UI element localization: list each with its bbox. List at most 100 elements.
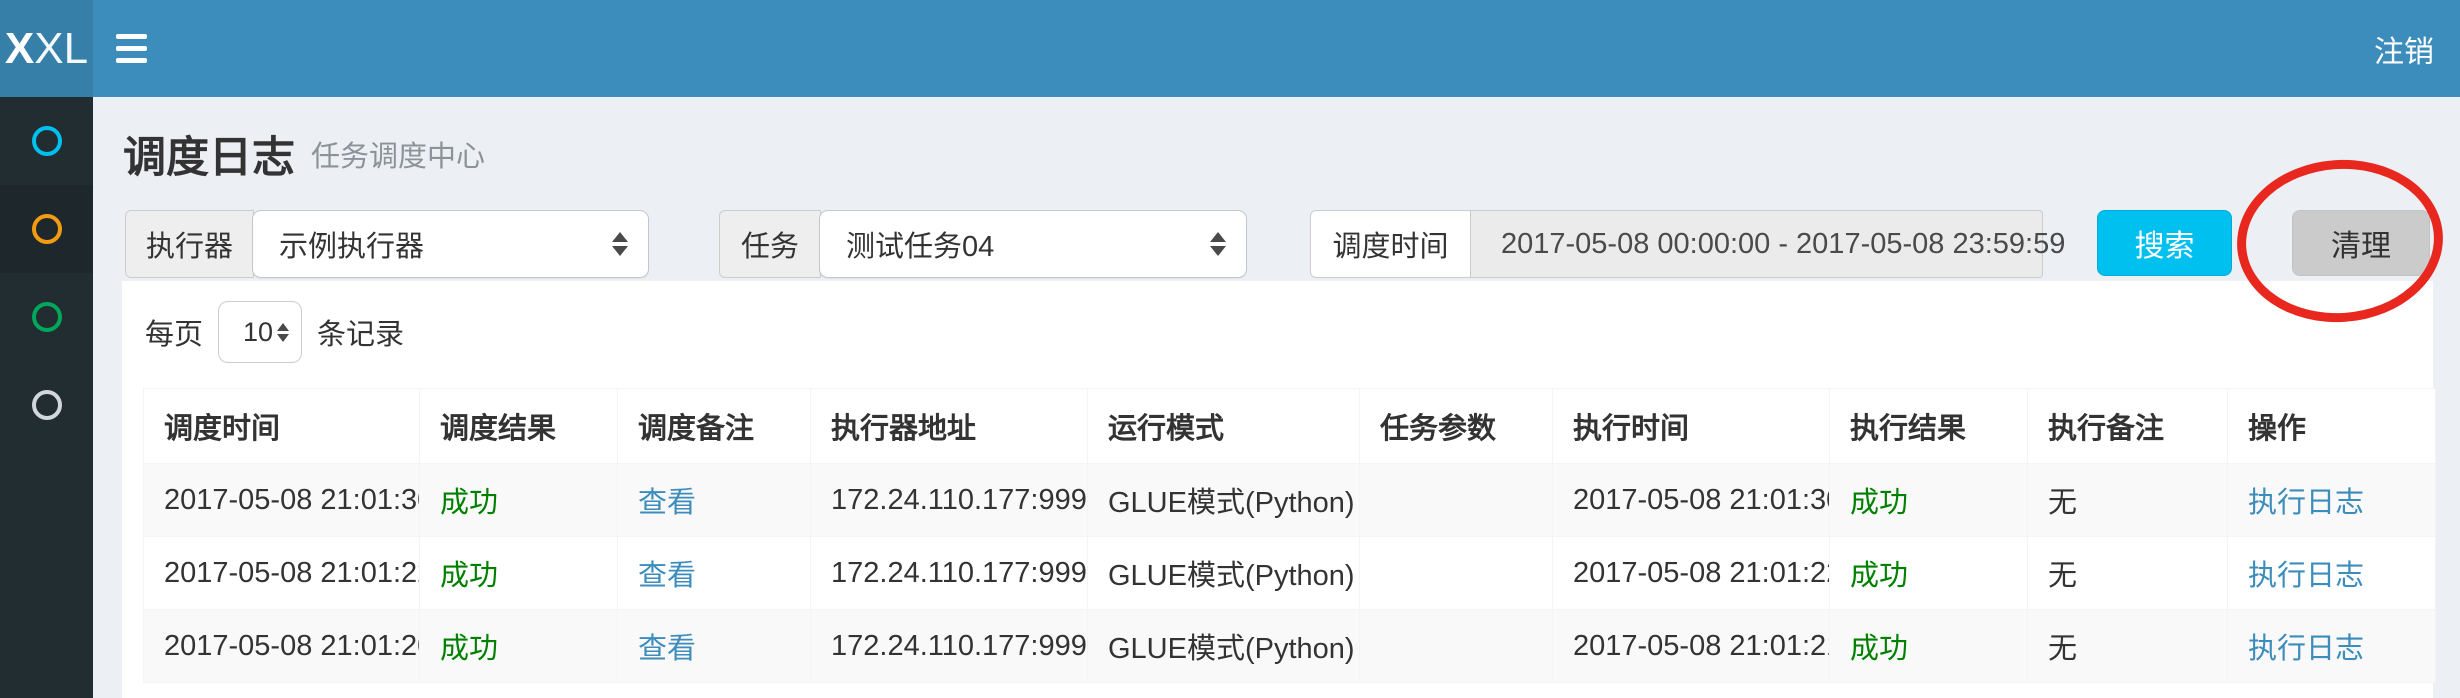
sidebar-toggle-button[interactable] bbox=[116, 0, 182, 97]
cell-action: 执行日志 bbox=[2227, 463, 2436, 537]
page-size-row: 每页 10 条记录 bbox=[145, 301, 404, 363]
cell-handle_time: 2017-05-08 21:01:22 bbox=[1552, 536, 1830, 610]
column-header-address: 执行器地址 bbox=[810, 388, 1088, 464]
cell-job_param bbox=[1359, 463, 1553, 537]
cell-handle_result: 成功 bbox=[1829, 609, 2028, 683]
cell-handle_msg: 无 bbox=[2027, 536, 2228, 610]
cell-address: 172.24.110.177:9999 bbox=[810, 536, 1088, 610]
circle-o-icon bbox=[31, 214, 62, 244]
trigger_msg-link[interactable]: 查看 bbox=[638, 560, 697, 592]
action-link[interactable]: 执行日志 bbox=[2248, 560, 2365, 592]
cell-trigger_result: 成功 bbox=[419, 536, 618, 610]
column-header-handle_result: 执行结果 bbox=[1829, 388, 2028, 464]
cell-trigger_result: 成功 bbox=[440, 560, 499, 592]
column-header-trigger_msg: 调度备注 bbox=[617, 388, 811, 464]
column-header-glue_type: 运行模式 bbox=[1087, 388, 1360, 464]
job-select-value: 测试任务04 bbox=[846, 231, 995, 263]
cell-trigger_result: 成功 bbox=[440, 633, 499, 665]
page-header: 调度日志 任务调度中心 bbox=[123, 111, 485, 197]
log-table: 调度时间 调度结果 调度备注 执行器地址 运行模式 任务参数 执行时间 执行结果 执行备注 操作 … bbox=[143, 388, 2436, 683]
cell-trigger_time: 2017-05-08 21:01:30 bbox=[143, 463, 420, 537]
page-size-prefix: 每页 bbox=[145, 319, 204, 351]
hamburger-icon bbox=[116, 34, 182, 63]
cell-handle_result: 成功 bbox=[1850, 560, 1909, 592]
cell-trigger_result: 成功 bbox=[419, 609, 618, 683]
table-row: 2017-05-08 21:01:20 成功 查看 172.24.110.177:99… bbox=[143, 609, 2436, 683]
cell-handle_result: 成功 bbox=[1829, 536, 2028, 610]
cell-address: 172.24.110.177:9999 bbox=[810, 463, 1088, 537]
executor-label: 执行器 bbox=[125, 210, 254, 278]
page-size-suffix: 条记录 bbox=[317, 319, 405, 351]
sidebar-nav bbox=[0, 97, 93, 698]
sidebar-menu-item-4[interactable] bbox=[0, 361, 93, 449]
cell-job_param bbox=[1359, 536, 1553, 610]
top-navbar: X XL 注销 bbox=[0, 0, 2460, 97]
cell-handle_result: 成功 bbox=[1850, 487, 1909, 519]
column-header-trigger_time: 调度时间 bbox=[143, 388, 420, 464]
executor-filter-group: 执行器 示例执行器 bbox=[125, 210, 649, 278]
cell-glue_type: GLUE模式(Python) bbox=[1087, 536, 1360, 610]
circle-o-icon bbox=[31, 390, 62, 420]
cell-handle_result: 成功 bbox=[1829, 463, 2028, 537]
page-subtitle: 任务调度中心 bbox=[311, 141, 486, 173]
select-arrows-icon bbox=[277, 322, 290, 342]
logo-rest: XL bbox=[34, 23, 89, 73]
table-body: 2017-05-08 21:01:30 成功 查看 172.24.110.177:99… bbox=[143, 463, 2436, 683]
column-header-job_param: 任务参数 bbox=[1359, 388, 1553, 464]
trigger-time-range-input[interactable]: 2017-05-08 00:00:00 - 2017-05-08 23:59:5… bbox=[1471, 210, 2065, 278]
cell-trigger_msg: 查看 bbox=[617, 463, 811, 537]
cell-handle_msg: 无 bbox=[2027, 463, 2228, 537]
cell-glue_type: GLUE模式(Python) bbox=[1087, 609, 1360, 683]
page-size-select[interactable]: 10 bbox=[218, 301, 303, 363]
select-arrows-icon bbox=[612, 232, 628, 256]
cell-trigger_msg: 查看 bbox=[617, 609, 811, 683]
cell-action: 执行日志 bbox=[2227, 536, 2436, 610]
job-filter-group: 任务 测试任务04 bbox=[719, 210, 1247, 278]
time-label: 调度时间 bbox=[1310, 210, 1471, 278]
cell-trigger_time: 2017-05-08 21:01:20 bbox=[143, 609, 420, 683]
cell-trigger_msg: 查看 bbox=[617, 536, 811, 610]
action-link[interactable]: 执行日志 bbox=[2248, 633, 2365, 665]
column-header-handle_time: 执行时间 bbox=[1552, 388, 1830, 464]
table-header-row: 调度时间 调度结果 调度备注 执行器地址 运行模式 任务参数 执行时间 执行结果 执行备注 操作 bbox=[143, 388, 2436, 464]
time-filter-group: 调度时间 2017-05-08 00:00:00 - 2017-05-08 23… bbox=[1310, 210, 2065, 278]
cell-action: 执行日志 bbox=[2227, 609, 2436, 683]
executor-select-value: 示例执行器 bbox=[279, 231, 425, 263]
column-header-action: 操作 bbox=[2227, 388, 2436, 464]
sidebar-menu-item-3[interactable] bbox=[0, 273, 93, 361]
column-header-handle_msg: 执行备注 bbox=[2027, 388, 2228, 464]
content-area: 调度日志 任务调度中心 执行器 示例执行器 任务 测试任务04 调度时间 201… bbox=[93, 97, 2460, 698]
column-header-trigger_result: 调度结果 bbox=[419, 388, 618, 464]
table-row: 2017-05-08 21:01:22 成功 查看 172.24.110.177:99… bbox=[143, 536, 2436, 610]
logout-link[interactable]: 注销 bbox=[2374, 35, 2434, 69]
clear-button[interactable]: 清理 bbox=[2292, 210, 2430, 276]
cell-handle_time: 2017-05-08 21:01:21 bbox=[1552, 609, 1830, 683]
log-panel: 每页 10 条记录 调度时间 调度结果 调度备注 执行器地址 运行模式 任务参数 执行时间执… bbox=[122, 281, 2436, 698]
logo-bold: X bbox=[4, 23, 35, 73]
search-button[interactable]: 搜索 bbox=[2097, 210, 2232, 276]
page-title: 调度日志 bbox=[123, 134, 295, 182]
cell-address: 172.24.110.177:9999 bbox=[810, 609, 1088, 683]
select-arrows-icon bbox=[1210, 232, 1226, 256]
page-size-value: 10 bbox=[243, 316, 274, 347]
job-label: 任务 bbox=[719, 210, 821, 278]
cell-trigger_result: 成功 bbox=[419, 463, 618, 537]
trigger_msg-link[interactable]: 查看 bbox=[638, 633, 697, 665]
cell-job_param bbox=[1359, 609, 1553, 683]
circle-o-icon bbox=[31, 302, 62, 332]
cell-handle_result: 成功 bbox=[1850, 633, 1909, 665]
sidebar-menu-item-1[interactable] bbox=[0, 97, 93, 185]
cell-handle_msg: 无 bbox=[2027, 609, 2228, 683]
trigger_msg-link[interactable]: 查看 bbox=[638, 487, 697, 519]
job-select[interactable]: 测试任务04 bbox=[819, 210, 1247, 278]
cell-handle_time: 2017-05-08 21:01:30 bbox=[1552, 463, 1830, 537]
executor-select[interactable]: 示例执行器 bbox=[252, 210, 649, 278]
cell-trigger_time: 2017-05-08 21:01:22 bbox=[143, 536, 420, 610]
filter-bar: 执行器 示例执行器 任务 测试任务04 调度时间 2017-05-08 00:0… bbox=[93, 210, 2460, 278]
circle-o-icon bbox=[31, 126, 62, 156]
action-link[interactable]: 执行日志 bbox=[2248, 487, 2365, 519]
cell-trigger_result: 成功 bbox=[440, 487, 499, 519]
app-logo[interactable]: X XL bbox=[0, 0, 93, 97]
sidebar-menu-item-2[interactable] bbox=[0, 185, 93, 273]
table-row: 2017-05-08 21:01:30 成功 查看 172.24.110.177:99… bbox=[143, 463, 2436, 537]
